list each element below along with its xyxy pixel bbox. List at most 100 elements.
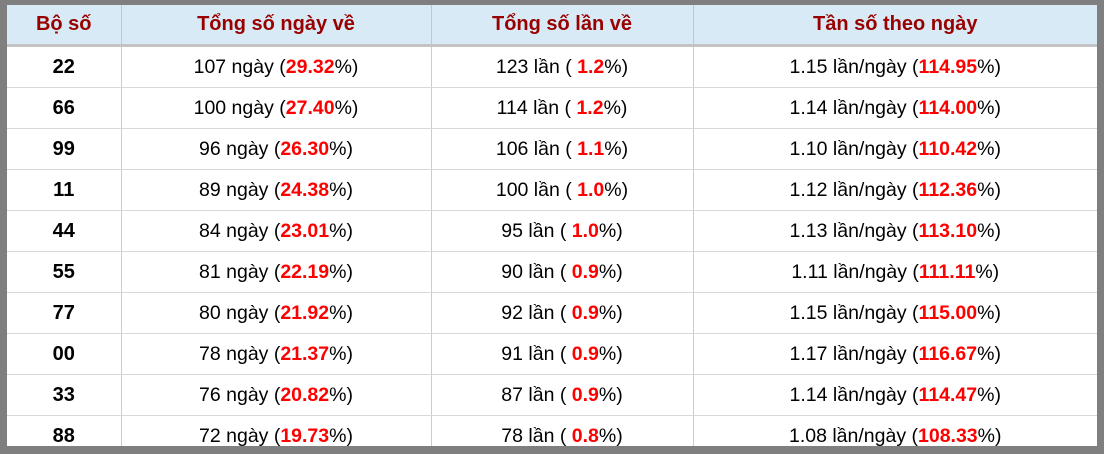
days-cell: 80 ngày (21.92%) (120, 292, 432, 334)
days-suffix: %) (329, 383, 353, 406)
times-cell: 95 lần ( 1.0%) (430, 210, 694, 252)
days-suffix: %) (329, 219, 353, 242)
freq-cell: 1.14 lần/ngày (114.47%) (692, 374, 1097, 416)
times-percent: 1.0 (571, 219, 599, 242)
times-text: 87 lần ( (501, 383, 572, 406)
times-text: 106 lần ( (495, 137, 578, 160)
col-header-freq: Tần số theo ngày (692, 5, 1097, 47)
times-cell: 92 lần ( 0.9%) (430, 292, 694, 334)
days-percent: 22.19 (280, 260, 330, 283)
days-text: 78 ngày ( (199, 342, 281, 365)
days-percent: 23.01 (280, 219, 330, 242)
times-text: 100 lần ( (495, 178, 578, 201)
times-suffix: %) (598, 301, 623, 324)
days-percent: 19.73 (280, 424, 330, 447)
freq-percent: 114.95 (918, 55, 978, 78)
days-suffix: %) (329, 260, 353, 283)
freq-percent: 114.47 (918, 383, 978, 406)
times-cell: 87 lần ( 0.9%) (430, 374, 694, 416)
freq-percent: 111.11 (918, 260, 976, 283)
col-header-pair: Bộ số (7, 5, 122, 47)
freq-suffix: %) (977, 137, 1001, 160)
freq-percent: 116.67 (918, 342, 978, 365)
freq-suffix: %) (977, 301, 1001, 324)
table-row: 11 89 ngày (24.38%) 100 lần ( 1.0%) 1.12 lầ… (7, 169, 1097, 211)
table-row: 99 96 ngày (26.30%) 106 lần ( 1.1%) 1.10 lầ… (7, 128, 1097, 170)
times-text: 78 lần ( (501, 424, 572, 447)
days-cell: 76 ngày (20.82%) (120, 374, 432, 416)
freq-text: 1.14 lần/ngày ( (789, 96, 919, 119)
days-suffix: %) (334, 96, 359, 119)
days-cell: 78 ngày (21.37%) (120, 333, 432, 375)
pair-cell: 22 (7, 45, 122, 88)
days-text: 84 ngày ( (199, 219, 281, 242)
times-text: 91 lần ( (501, 342, 572, 365)
freq-text: 1.15 lần/ngày ( (789, 301, 919, 324)
times-text: 123 lần ( (495, 55, 578, 78)
times-cell: 123 lần ( 1.2%) (430, 45, 694, 88)
freq-suffix: %) (977, 219, 1001, 242)
days-cell: 81 ngày (22.19%) (120, 251, 432, 293)
days-percent: 27.40 (285, 96, 335, 119)
pair-cell: 88 (7, 415, 122, 446)
times-suffix: %) (598, 424, 623, 447)
days-text: 80 ngày ( (199, 301, 281, 324)
pair-cell: 00 (7, 333, 122, 375)
days-suffix: %) (329, 137, 353, 160)
days-suffix: %) (329, 342, 353, 365)
times-percent: 1.2 (577, 55, 605, 78)
freq-cell: 1.15 lần/ngày (114.95%) (692, 45, 1097, 88)
times-percent: 1.1 (577, 137, 605, 160)
days-percent: 29.32 (285, 55, 335, 78)
days-text: 76 ngày ( (199, 383, 281, 406)
freq-suffix: %) (977, 55, 1001, 78)
freq-cell: 1.17 lần/ngày (116.67%) (692, 333, 1097, 375)
days-suffix: %) (334, 55, 359, 78)
days-cell: 100 ngày (27.40%) (120, 87, 432, 129)
freq-percent: 114.00 (918, 96, 978, 119)
freq-text: 1.08 lần/ngày ( (788, 424, 918, 447)
table-body: 22 107 ngày (29.32%) 123 lần ( 1.2%) 1.15 l… (7, 45, 1097, 447)
freq-text: 1.13 lần/ngày ( (789, 219, 919, 242)
times-percent: 0.9 (571, 260, 599, 283)
freq-cell: 1.14 lần/ngày (114.00%) (692, 87, 1097, 129)
freq-suffix: %) (977, 96, 1001, 119)
times-percent: 0.8 (571, 424, 599, 447)
freq-cell: 1.11 lần/ngày (111.11%) (692, 251, 1097, 293)
times-percent: 1.2 (576, 96, 604, 119)
days-text: 96 ngày ( (199, 137, 281, 160)
pair-cell: 44 (7, 210, 122, 252)
days-cell: 107 ngày (29.32%) (120, 45, 432, 88)
days-cell: 84 ngày (23.01%) (120, 210, 432, 252)
times-suffix: %) (604, 137, 629, 160)
header-row: Bộ số Tổng số ngày về Tổng số lần về Tần… (7, 5, 1097, 47)
freq-text: 1.17 lần/ngày ( (789, 342, 919, 365)
days-text: 72 ngày ( (199, 424, 281, 447)
freq-suffix: %) (977, 178, 1001, 201)
freq-text: 1.15 lần/ngày ( (789, 55, 919, 78)
times-suffix: %) (598, 260, 623, 283)
table-row: 66 100 ngày (27.40%) 114 lần ( 1.2%) 1.14 l… (7, 87, 1097, 129)
times-text: 95 lần ( (501, 219, 572, 242)
freq-text: 1.11 lần/ngày ( (791, 260, 919, 283)
days-text: 81 ngày ( (199, 260, 281, 283)
times-text: 92 lần ( (501, 301, 572, 324)
days-percent: 21.92 (280, 301, 330, 324)
freq-text: 1.14 lần/ngày ( (789, 383, 919, 406)
table-row: 77 80 ngày (21.92%) 92 lần ( 0.9%) 1.15 lần… (7, 292, 1097, 334)
freq-percent: 112.36 (918, 178, 978, 201)
col-header-times: Tổng số lần về (430, 5, 694, 47)
table-row: 00 78 ngày (21.37%) 91 lần ( 0.9%) 1.17 lần… (7, 333, 1097, 375)
freq-cell: 1.10 lần/ngày (110.42%) (692, 128, 1097, 170)
lottery-stats-table: Bộ số Tổng số ngày về Tổng số lần về Tần… (7, 5, 1097, 447)
times-text: 114 lần ( (496, 96, 577, 119)
pair-cell: 77 (7, 292, 122, 334)
times-percent: 0.9 (571, 301, 599, 324)
pair-cell: 11 (7, 169, 122, 211)
days-percent: 26.30 (280, 137, 330, 160)
freq-text: 1.10 lần/ngày ( (789, 137, 919, 160)
times-suffix: %) (604, 178, 629, 201)
freq-suffix: %) (977, 342, 1001, 365)
days-text: 89 ngày ( (199, 178, 281, 201)
